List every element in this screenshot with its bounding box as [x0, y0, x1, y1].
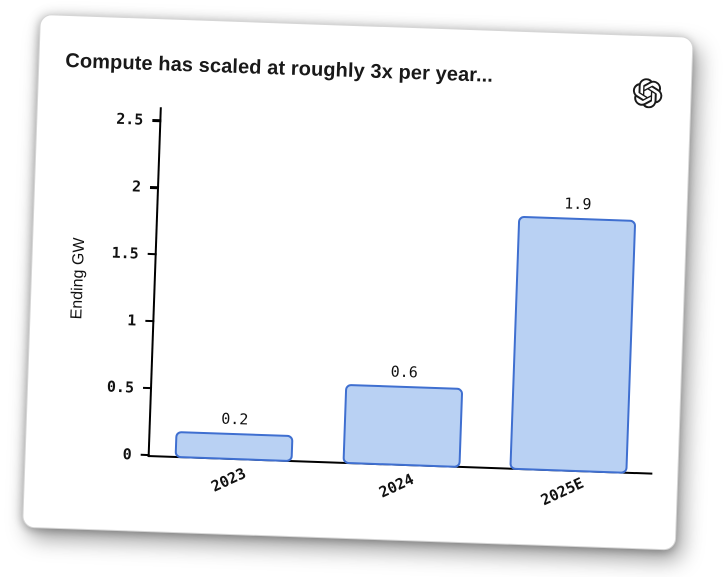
x-tick-label: 2025E — [538, 473, 587, 510]
bar-value-label: 1.9 — [564, 194, 592, 214]
openai-logo-icon — [632, 78, 663, 109]
y-tick-mark — [149, 186, 160, 189]
y-tick-mark — [142, 386, 153, 390]
y-tick-mark — [147, 252, 157, 256]
y-tick-mark — [145, 319, 155, 323]
y-tick: 2.5 — [116, 110, 162, 130]
bar-slot: 1.9 — [485, 119, 665, 474]
x-tick-label: 2024 — [375, 469, 417, 502]
y-tick-mark — [140, 453, 150, 457]
bar-2025E: 1.9 — [509, 194, 637, 474]
y-tick: 1 — [127, 311, 155, 330]
y-tick: 0.5 — [107, 378, 153, 398]
bar-value-label: 0.6 — [390, 362, 419, 382]
y-tick-label: 0 — [122, 445, 132, 464]
y-tick: 2 — [132, 178, 160, 197]
bar-slot: 0.6 — [317, 113, 497, 468]
y-tick-label: 1 — [127, 311, 137, 330]
y-tick-label: 2 — [131, 177, 142, 196]
y-axis-title-box: Ending GW — [60, 104, 98, 453]
bar-value-label: 0.2 — [220, 409, 249, 429]
y-tick: 0 — [122, 445, 150, 464]
bar-2024: 0.6 — [341, 362, 463, 468]
plot-area: 0.2 0.6 1.9 2023 2024 2025E 0 0.5 1 1.5 2 2.5 — [107, 107, 665, 509]
y-axis-title: Ending GW — [68, 237, 89, 320]
chart-card: Compute has scaled at roughly 3x per yea… — [22, 14, 694, 551]
y-tick-mark — [152, 119, 162, 122]
chart-title: Compute has scaled at roughly 3x per yea… — [64, 49, 494, 87]
bars: 0.2 0.6 1.9 — [150, 107, 665, 474]
bar-slot: 0.2 — [150, 107, 330, 463]
y-tick-label: 2.5 — [115, 110, 144, 130]
y-tick: 1.5 — [111, 244, 157, 264]
y-tick-label: 1.5 — [111, 243, 140, 263]
x-tick-label: 2023 — [208, 464, 249, 496]
y-tick-label: 0.5 — [106, 377, 135, 397]
